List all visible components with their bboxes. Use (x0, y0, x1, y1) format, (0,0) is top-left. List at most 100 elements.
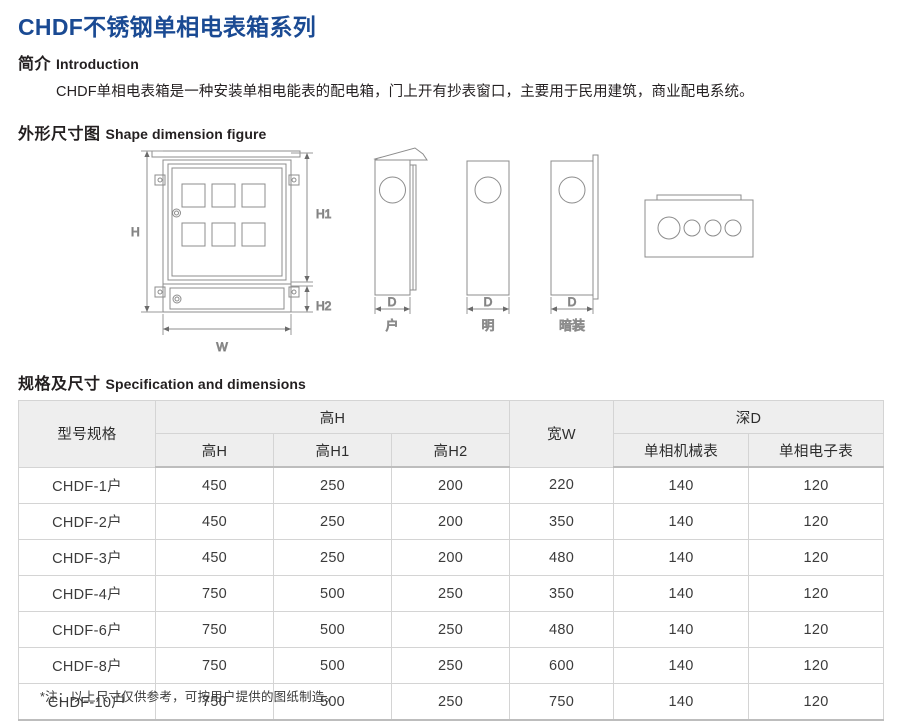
cell-depth-electronic: 120 (748, 683, 885, 721)
table-row: CHDF-3户 450 250 200 480 140 120 (18, 539, 885, 576)
cell-w: 750 (509, 683, 615, 721)
enclosure-drawing-svg: H H1 H2 (131, 147, 754, 355)
cell-depth-electronic: 120 (748, 466, 885, 504)
col-header-depth-electronic: 单相电子表 (748, 433, 885, 468)
cell-depth-electronic: 120 (748, 539, 885, 576)
cell-h2: 250 (390, 683, 511, 721)
cell-model: CHDF-4户 (18, 575, 156, 612)
table-header-row-2: 高H 高H1 高H2 单相机械表 单相电子表 (19, 433, 885, 468)
cell-w: 350 (509, 503, 615, 540)
cell-model: CHDF-2户 (18, 503, 156, 540)
col-header-h2: 高H2 (390, 433, 511, 468)
table-header: 型号规格 高H 宽W 深D 高H 高H1 高H2 单相机械表 单相电子表 (18, 400, 885, 468)
cell-depth-mechanical: 140 (613, 611, 750, 648)
table-row: CHDF-4户 750 500 250 350 140 120 (18, 575, 885, 612)
bottom-knockout-view-group (644, 194, 754, 258)
cell-h2: 250 (390, 611, 511, 648)
cell-h2: 250 (390, 647, 511, 684)
dimension-W (162, 314, 292, 335)
cell-depth-mechanical: 140 (613, 503, 750, 540)
cell-h1: 250 (273, 466, 392, 504)
section-heading-introduction-cn: 简介 (18, 56, 52, 73)
cell-depth-mechanical: 140 (613, 683, 750, 721)
section-heading-specification-cn: 规格及尺寸 (18, 376, 101, 393)
section-heading-specification: 规格及尺寸 Specification and dimensions (18, 370, 306, 394)
dimension-label-D-surface: D (484, 295, 493, 309)
cell-h2: 200 (390, 466, 511, 504)
col-header-model: 型号规格 (18, 400, 156, 468)
cell-h: 750 (155, 575, 274, 612)
cell-w: 350 (509, 575, 615, 612)
col-header-h: 高H (155, 433, 274, 468)
cell-model: CHDF-6户 (18, 611, 156, 648)
cell-w: 480 (509, 539, 615, 576)
cell-depth-mechanical: 140 (613, 539, 750, 576)
cell-h2: 250 (390, 575, 511, 612)
section-heading-shape-dimension-en: Shape dimension figure (105, 126, 267, 142)
cell-h: 450 (155, 539, 274, 576)
dimension-H (141, 150, 163, 313)
side-view-outdoor-group (373, 147, 428, 296)
cell-h: 450 (155, 503, 274, 540)
dimension-D-outdoor (374, 297, 411, 314)
col-header-group-depth: 深D (613, 400, 885, 434)
cell-h: 750 (155, 611, 274, 648)
cell-h: 450 (155, 466, 274, 504)
cell-h1: 500 (273, 575, 392, 612)
cell-h1: 250 (273, 503, 392, 540)
side-view-flush-group (550, 154, 599, 300)
side-view-label-flush: 暗装 (559, 318, 585, 333)
dimension-D-surface (466, 297, 510, 314)
cell-depth-mechanical: 140 (613, 575, 750, 612)
dimension-H2 (291, 285, 313, 313)
section-heading-shape-dimension-cn: 外形尺寸图 (18, 126, 101, 143)
table-header-row-1: 型号规格 高H 宽W 深D (18, 400, 885, 468)
page-title: CHDF不锈钢单相电表箱系列 (18, 14, 317, 40)
cell-model: CHDF-3户 (18, 539, 156, 576)
dimension-label-D-outdoor: D (388, 295, 397, 309)
cell-depth-electronic: 120 (748, 503, 885, 540)
dimension-D-flush (550, 297, 594, 314)
table-row: CHDF-8户 750 500 250 600 140 120 (18, 647, 885, 684)
cell-model: CHDF-8户 (18, 647, 156, 684)
col-header-width: 宽W (509, 400, 615, 468)
introduction-paragraph: CHDF单相电表箱是一种安装单相电能表的配电箱，门上开有抄表窗口，主要用于民用建… (56, 84, 754, 100)
cell-model: CHDF-1户 (18, 466, 156, 504)
cell-depth-mechanical: 140 (613, 466, 750, 504)
dimension-label-W: W (216, 340, 228, 354)
dimension-label-H: H (131, 225, 140, 239)
table-row: CHDF-2户 450 250 200 350 140 120 (18, 503, 885, 540)
table-row: CHDF-1户 450 250 200 220 140 120 (18, 466, 885, 504)
cell-w: 220 (509, 466, 615, 504)
cell-depth-electronic: 120 (748, 647, 885, 684)
section-heading-introduction-en: Introduction (56, 56, 139, 72)
cell-depth-electronic: 120 (748, 575, 885, 612)
table-row: CHDF-6户 750 500 250 480 140 120 (18, 611, 885, 648)
table-body: CHDF-1户 450 250 200 220 140 120 CHDF-2户 … (18, 466, 885, 721)
dimension-label-H1: H1 (316, 207, 332, 221)
section-heading-specification-en: Specification and dimensions (105, 376, 306, 392)
cell-depth-mechanical: 140 (613, 647, 750, 684)
section-heading-introduction: 简介 Introduction (18, 50, 139, 74)
dimension-H1 (291, 152, 313, 283)
cell-h2: 200 (390, 539, 511, 576)
col-header-depth-mechanical: 单相机械表 (613, 433, 750, 468)
section-heading-shape-dimension: 外形尺寸图 Shape dimension figure (18, 120, 266, 144)
cell-w: 600 (509, 647, 615, 684)
cell-h: 750 (155, 647, 274, 684)
col-header-group-height: 高H (154, 400, 511, 434)
front-view-group (151, 150, 301, 313)
side-view-label-outdoor: 户 (385, 318, 398, 333)
cell-h1: 500 (273, 611, 392, 648)
side-view-label-surface: 明 (481, 318, 494, 333)
dimension-label-H2: H2 (316, 299, 332, 313)
col-header-h1: 高H1 (273, 433, 392, 468)
side-view-surface-group (466, 160, 510, 296)
cell-h1: 250 (273, 539, 392, 576)
shape-dimension-drawing: H H1 H2 (0, 140, 900, 365)
cell-w: 480 (509, 611, 615, 648)
cell-h1: 500 (273, 647, 392, 684)
specification-table: 型号规格 高H 宽W 深D 高H 高H1 高H2 单相机械表 单相电子表 CHD… (18, 400, 885, 721)
cell-depth-electronic: 120 (748, 611, 885, 648)
table-footnote: *注：以上尺寸仅供参考，可按用户提供的图纸制造。 (40, 690, 338, 704)
